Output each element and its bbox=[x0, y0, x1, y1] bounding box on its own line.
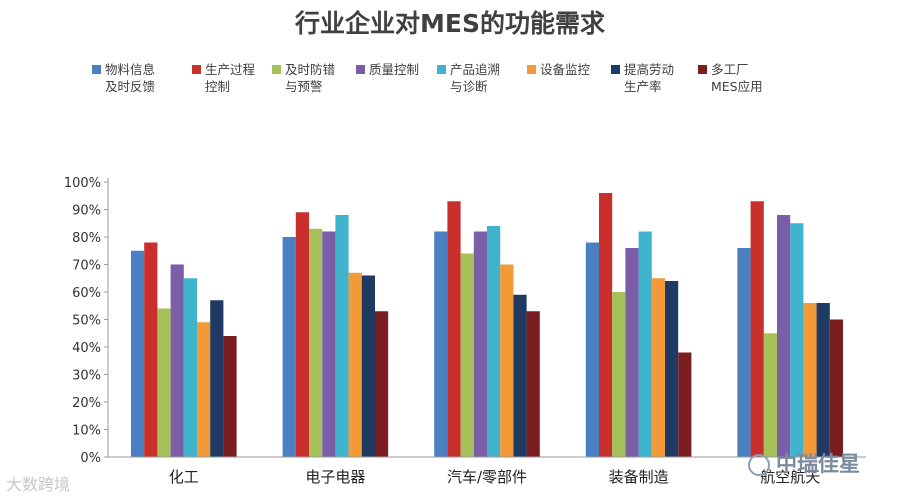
bar bbox=[763, 333, 777, 457]
x-tick-label: 装备制造 bbox=[609, 468, 669, 486]
bar bbox=[447, 201, 461, 457]
bar bbox=[375, 311, 389, 457]
bar bbox=[295, 212, 309, 457]
bar bbox=[223, 336, 237, 457]
bar bbox=[157, 308, 171, 457]
y-tick-label: 100% bbox=[64, 176, 101, 191]
legend-label: MES应用 bbox=[711, 79, 763, 94]
bar bbox=[513, 294, 527, 457]
legend-swatch bbox=[92, 65, 101, 74]
bar bbox=[282, 237, 296, 457]
bar bbox=[348, 272, 362, 457]
legend-label: 产品追溯 bbox=[450, 62, 500, 77]
x-axis: 化工 电子电器 汽车/零部件 装备制造 航空航天 bbox=[108, 456, 866, 486]
y-tick-label: 0% bbox=[80, 451, 101, 466]
legend-label: 设备监控 bbox=[540, 62, 591, 77]
legend-swatch bbox=[437, 65, 446, 74]
bar bbox=[790, 223, 804, 457]
legend-label: 与诊断 bbox=[450, 79, 488, 94]
y-tick-label: 60% bbox=[72, 286, 101, 301]
legend-label: 提高劳动 bbox=[624, 62, 674, 77]
legend-label: 生产率 bbox=[624, 79, 662, 94]
bar bbox=[210, 300, 224, 457]
bar bbox=[777, 215, 791, 457]
bar bbox=[526, 311, 540, 457]
bar bbox=[309, 228, 323, 457]
wechat-icon bbox=[748, 454, 770, 476]
y-tick-label: 80% bbox=[72, 231, 101, 246]
legend-label: 多工厂 bbox=[711, 62, 749, 77]
watermark-right: 中瑞佳星 bbox=[748, 448, 860, 478]
legend-label: 生产过程 bbox=[205, 62, 256, 77]
y-tick-label: 70% bbox=[72, 259, 101, 274]
bar bbox=[651, 278, 665, 457]
legend-swatch bbox=[272, 65, 281, 74]
bar bbox=[500, 264, 514, 457]
bar bbox=[750, 201, 764, 457]
legend-swatch bbox=[611, 65, 620, 74]
bar bbox=[816, 303, 830, 457]
watermark-right-label: 中瑞佳星 bbox=[776, 452, 860, 476]
bar bbox=[829, 319, 843, 457]
bar bbox=[612, 292, 626, 457]
x-tick-label: 化工 bbox=[169, 468, 199, 486]
watermark-left: 大数跨境 bbox=[6, 471, 70, 495]
bar bbox=[585, 242, 599, 457]
bar bbox=[599, 193, 613, 457]
bar bbox=[131, 250, 145, 457]
legend-label: 物料信息 bbox=[105, 62, 155, 77]
y-tick-label: 30% bbox=[72, 369, 101, 384]
y-tick-label: 90% bbox=[72, 204, 101, 219]
legend-item: 设备监控 bbox=[527, 62, 591, 77]
legend-item: 质量控制 bbox=[356, 62, 419, 77]
watermark-left-label: 大数跨境 bbox=[6, 475, 71, 494]
x-tick-label: 航空航天 bbox=[760, 468, 820, 486]
bar bbox=[197, 322, 211, 457]
bar bbox=[737, 248, 751, 457]
bar bbox=[361, 275, 375, 457]
x-tick-label: 电子电器 bbox=[305, 468, 365, 486]
bar bbox=[625, 248, 639, 457]
bar bbox=[170, 264, 184, 457]
bar bbox=[665, 281, 679, 457]
y-axis: 0% 10% 20% 30% 40% 50% 60% 70% 80% 90% 100% bbox=[64, 176, 109, 466]
bar bbox=[473, 231, 487, 457]
legend-label: 质量控制 bbox=[369, 62, 419, 77]
legend-label: 控制 bbox=[205, 79, 230, 94]
bar bbox=[460, 253, 474, 457]
bars bbox=[131, 193, 843, 457]
legend-label: 及时防错 bbox=[285, 62, 335, 77]
bar bbox=[183, 278, 197, 457]
y-tick-label: 40% bbox=[72, 341, 101, 356]
y-tick-label: 50% bbox=[72, 314, 101, 329]
y-tick-label: 20% bbox=[72, 396, 101, 411]
y-tick-label: 10% bbox=[72, 424, 101, 439]
legend-label: 及时反馈 bbox=[105, 79, 155, 94]
legend-swatch bbox=[192, 65, 201, 74]
chart-title: 行业企业对MES的功能需求 bbox=[294, 9, 605, 38]
legend-swatch bbox=[527, 65, 536, 74]
legend-item: 多工厂 MES应用 bbox=[698, 62, 763, 94]
bar bbox=[487, 226, 501, 457]
x-tick-label: 汽车/零部件 bbox=[447, 468, 527, 486]
legend-label: 与预警 bbox=[285, 79, 323, 94]
legend-swatch bbox=[698, 65, 707, 74]
bar bbox=[638, 231, 652, 457]
bar bbox=[434, 231, 448, 457]
bar bbox=[322, 231, 336, 457]
bar bbox=[144, 242, 158, 457]
bar bbox=[335, 215, 349, 457]
bar bbox=[803, 303, 817, 457]
bar bbox=[678, 352, 692, 457]
legend-swatch bbox=[356, 65, 365, 74]
